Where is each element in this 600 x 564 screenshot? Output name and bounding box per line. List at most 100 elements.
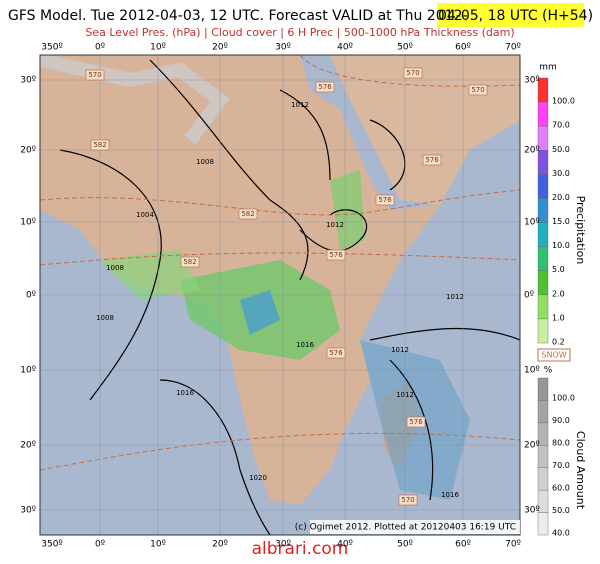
rain [100,250,200,300]
precip-label: 70.0 [552,121,570,130]
contour-label: 576 [425,156,439,164]
contour-label: 1012 [291,101,309,109]
lon-label-top: 10º [150,43,166,53]
lon-label-bottom: 0º [95,540,105,550]
lon-label-bottom: 10º [150,540,166,550]
contour-label: 570 [406,69,419,77]
lon-label-top: 20º [212,43,228,53]
graticule [40,55,520,535]
contour-label: 1008 [196,158,214,166]
contour-label: 576 [329,349,343,357]
lon-label-bottom: 20º [212,540,228,550]
cloud-label: 70.0 [552,461,570,470]
watermark: albrari.com [252,539,349,559]
precip-title: Precipitation [574,196,587,265]
map-frame [39,54,521,536]
cloud-label: 80.0 [552,439,570,448]
contour-label: 1016 [176,389,194,397]
precip-label: 30.0 [552,169,570,178]
lat-label-left: 30º [20,506,36,516]
cloud-label: 90.0 [552,416,570,425]
cloud-swatch [537,377,549,401]
lat-label-right: 10º [524,366,540,376]
cloud-unit: % [544,366,553,376]
lon-label-top: 50º [397,43,413,53]
contour-label: 570 [401,496,414,504]
precip-swatch [537,101,549,127]
contour-label: 570 [471,86,484,94]
contour-label-bg [468,84,488,96]
precip-label: 5.0 [552,265,565,274]
contour-label-bg [398,494,418,506]
lon-label-top: 60º [455,43,471,53]
cloud-swatch [537,467,549,491]
contour-label: 1008 [96,314,114,322]
cloud-label: 60.0 [552,483,570,492]
cloud-label: 100.0 [552,394,575,403]
rain [240,290,280,335]
contour-label-bg [85,69,105,81]
contour-label-bg [326,249,346,261]
lon-label-bottom: 50º [397,540,413,550]
contour-label-bg [180,256,200,268]
lon-label-bottom: 350º [41,540,62,550]
lat-label-right: 30º [524,76,540,86]
contour-label: 570 [88,71,101,79]
lon-label-bottom: 70º [505,540,521,550]
precip-swatch [537,246,549,271]
contour-label-bg [406,416,426,428]
title-highlight-bg [437,3,584,27]
precip-swatch [537,318,549,344]
contour-label-bg [422,154,442,166]
lon-label-bottom: 60º [455,540,471,550]
precip-label: 2.0 [552,289,565,298]
precip-unit: mm [539,63,557,73]
contour-label: 1012 [326,221,344,229]
lat-label-left: 20º [20,146,36,156]
lat-label-right: 20º [524,441,540,451]
lon-label-bottom: 30º [275,540,291,550]
contour-label: 1012 [391,346,409,354]
contour-label: 576 [329,251,343,259]
legends: mm Precipitation SNOW % Cloud Amount 100… [537,63,587,537]
precip-swatch [537,270,549,296]
precip-swatch [537,174,549,199]
contour-label: 582 [241,210,254,218]
lon-label-bottom: 40º [337,540,353,550]
lon-label-top: 350º [41,43,62,53]
lon-label-top: 0º [95,43,105,53]
map: 1012 1008 1004 1008 1008 1012 1012 1012 1016 1016… [39,54,521,536]
precip-label: 10.0 [552,241,570,250]
precip-swatch [537,294,549,320]
lat-label-right: 20º [524,146,540,156]
lon-label-top: 30º [275,43,291,53]
contour-label: 1016 [296,341,314,349]
contour-label: 1020 [249,474,267,482]
cloud-swatch [537,400,549,424]
credit-bg [310,520,520,534]
thickness [40,55,520,471]
cloud-title: Cloud Amount [574,431,587,510]
lat-label-left: 30º [20,76,36,86]
contour-label: 1012 [396,391,414,399]
contour-label-bg [403,67,423,79]
contour-label-bg [326,347,346,359]
subtitle: Sea Level Pres. (hPa) | Cloud cover | 6 … [85,26,514,39]
lat-label-left: 20º [20,441,36,451]
contour-label: 582 [183,258,196,266]
contour-label: 1008 [106,264,124,272]
cloud-swatch [537,512,549,536]
lon-label-top: 40º [337,43,353,53]
contour-label: 1004 [136,211,154,219]
contour-label-bg [375,194,395,206]
title-highlight: 04-05, 18 UTC (H+54) [438,8,593,24]
precip-label: 15.0 [552,217,570,226]
precip-label: 0.2 [552,338,565,347]
precip-label: 50.0 [552,145,570,154]
contour-label: 1012 [446,293,464,301]
contour-label-bg [90,139,110,151]
contour-label-bg [315,81,335,93]
precip-label: 1.0 [552,313,565,322]
lat-label-left: 0º [26,291,36,301]
